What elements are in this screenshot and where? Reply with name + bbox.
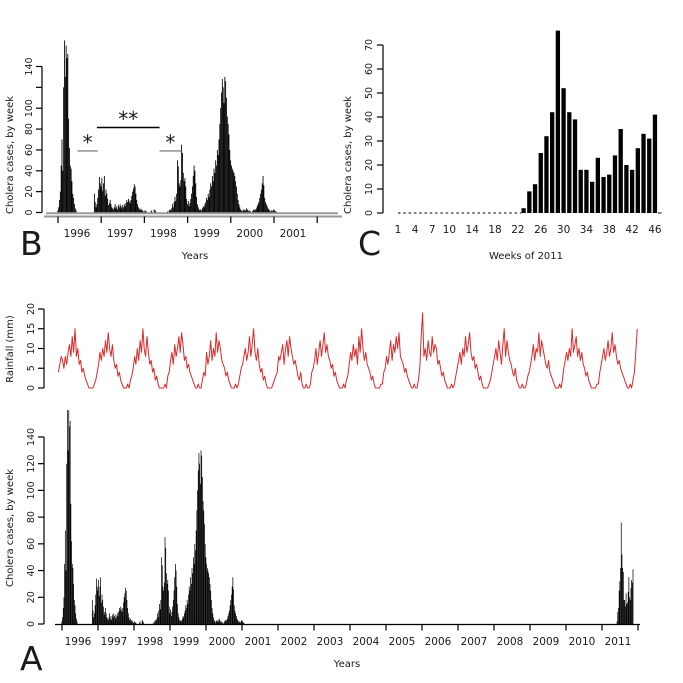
svg-text:30: 30 [557, 224, 570, 236]
panel-b-x-axis: 1996 1997 1998 1999 2000 2001 [44, 212, 342, 240]
svg-text:14: 14 [466, 224, 480, 236]
svg-text:1997: 1997 [107, 228, 134, 240]
panel-b-x-axis-title: Years [181, 251, 208, 262]
svg-text:1: 1 [395, 224, 402, 236]
panel-c-x-axis-title: Weeks of 2011 [489, 251, 563, 262]
svg-text:40: 40 [24, 165, 35, 177]
svg-text:2011: 2011 [605, 636, 632, 648]
panel-b-y-axis-title: Cholera cases, by week [5, 96, 16, 214]
svg-text:30: 30 [364, 135, 375, 147]
svg-text:70: 70 [364, 39, 375, 51]
svg-text:100: 100 [24, 99, 35, 117]
svg-text:140: 140 [24, 57, 35, 75]
svg-text:15: 15 [26, 323, 37, 335]
svg-text:1996: 1996 [64, 228, 91, 240]
svg-text:100: 100 [26, 481, 37, 499]
svg-text:20: 20 [24, 186, 35, 198]
svg-text:2006: 2006 [425, 636, 452, 648]
svg-text:1996: 1996 [65, 636, 92, 648]
svg-text:38: 38 [603, 224, 616, 236]
svg-text:*: * [165, 130, 175, 154]
svg-text:0: 0 [364, 210, 375, 216]
svg-text:60: 60 [364, 63, 375, 75]
svg-text:20: 20 [26, 303, 37, 315]
svg-text:10: 10 [443, 224, 456, 236]
svg-text:80: 80 [26, 511, 37, 523]
svg-text:60: 60 [26, 538, 37, 550]
panel-a-cholera-bars [61, 410, 634, 624]
svg-text:2008: 2008 [497, 636, 524, 648]
svg-text:20: 20 [26, 591, 37, 603]
panel-c-bars [521, 30, 658, 213]
panel-a-letter: A [20, 639, 43, 678]
svg-text:1999: 1999 [173, 636, 200, 648]
panel-a-rainfall-y-axis: 0 5 10 15 20 [26, 303, 45, 391]
svg-text:**: ** [118, 107, 138, 131]
svg-text:2010: 2010 [569, 636, 596, 648]
svg-text:50: 50 [364, 87, 375, 99]
svg-text:2007: 2007 [461, 636, 488, 648]
svg-text:1997: 1997 [101, 636, 128, 648]
svg-text:18: 18 [488, 224, 501, 236]
svg-text:10: 10 [364, 183, 375, 195]
svg-text:2009: 2009 [533, 636, 560, 648]
panel-c-x-axis: 1 4 7 10 14 18 22 26 30 34 38 42 46 [395, 224, 662, 236]
panel-c-y-axis-title: Cholera cases, by week [343, 96, 354, 214]
svg-text:4: 4 [412, 224, 419, 236]
svg-text:2003: 2003 [317, 636, 344, 648]
panel-a-rainfall-y-axis-title: Rainfall (mm) [5, 315, 16, 383]
svg-text:80: 80 [24, 123, 35, 135]
panel-b-y-axis: 0 20 40 60 80 100 140 [24, 57, 43, 216]
svg-text:40: 40 [364, 111, 375, 123]
svg-text:34: 34 [580, 224, 594, 236]
svg-text:*: * [83, 130, 93, 154]
panel-c-letter: C [358, 224, 381, 263]
svg-text:40: 40 [26, 565, 37, 577]
svg-text:10: 10 [26, 342, 37, 354]
panel-c-y-axis: 0 10 20 30 40 50 60 70 [364, 39, 384, 216]
svg-text:22: 22 [511, 224, 524, 236]
svg-text:20: 20 [364, 159, 375, 171]
svg-text:1998: 1998 [137, 636, 164, 648]
svg-text:26: 26 [534, 224, 548, 236]
svg-text:2001: 2001 [280, 228, 307, 240]
svg-text:0: 0 [24, 209, 35, 215]
svg-text:46: 46 [648, 224, 662, 236]
panel-b-bars [57, 40, 277, 213]
svg-text:0: 0 [26, 385, 37, 391]
svg-text:7: 7 [429, 224, 436, 236]
svg-text:2000: 2000 [236, 228, 263, 240]
svg-text:2002: 2002 [281, 636, 308, 648]
svg-text:60: 60 [24, 144, 35, 156]
svg-text:140: 140 [26, 428, 37, 446]
svg-text:42: 42 [625, 224, 638, 236]
panel-a-cholera-y-axis-title: Cholera cases, by week [5, 469, 16, 587]
svg-text:2001: 2001 [245, 636, 272, 648]
svg-text:5: 5 [26, 365, 37, 371]
svg-text:2004: 2004 [353, 636, 380, 648]
svg-text:2000: 2000 [209, 636, 236, 648]
panel-a-rainfall-line [57, 312, 638, 389]
panel-a-cholera-y-axis: 0 20 40 60 80 100 120 140 [26, 428, 45, 627]
svg-text:120: 120 [26, 455, 37, 473]
svg-text:0: 0 [26, 621, 37, 627]
svg-text:1999: 1999 [193, 228, 220, 240]
svg-text:2005: 2005 [389, 636, 416, 648]
panel-a-x-axis: 1996 1997 1998 1999 2000 2001 2002 2003 2004 2005… [55, 623, 640, 648]
panel-a-x-axis-title: Years [333, 659, 360, 670]
panel-b-letter: B [20, 224, 43, 263]
svg-text:1998: 1998 [150, 228, 177, 240]
panel-b-significance-markers: **** [77, 107, 182, 154]
